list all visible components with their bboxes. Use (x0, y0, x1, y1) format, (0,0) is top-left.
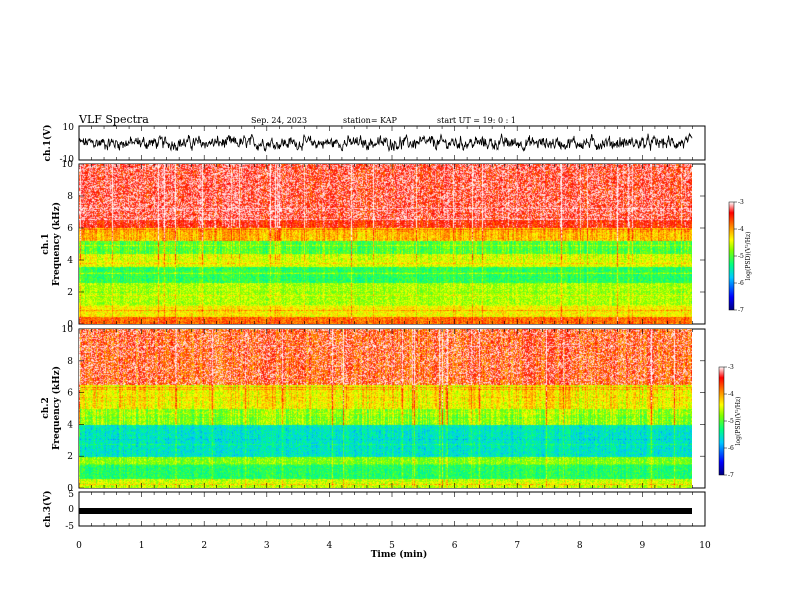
start-time-label: start UT = 19: 0 : 1 (437, 116, 516, 125)
y-tick-label: 4 (67, 256, 73, 266)
time-tick-label: 7 (514, 541, 520, 551)
ch3-ylabel: ch.3(V) (42, 491, 53, 528)
date-label: Sep. 24, 2023 (251, 116, 307, 125)
time-axis-title: Time (min) (371, 549, 428, 560)
ch2-spec-ylabel-line1: ch.2 (41, 397, 51, 418)
ch3-ytick-mid: 0 (68, 505, 74, 515)
time-tick-label: 10 (699, 541, 711, 551)
y-tick-label: 6 (67, 389, 73, 399)
time-tick-label: 2 (201, 541, 207, 551)
time-tick-label: 4 (327, 541, 333, 551)
y-tick-label: 0 (67, 484, 73, 494)
ch2-colorbar: -3 -4 -5 -6 -7 log(PSD)(V²/Hz) (718, 364, 742, 479)
colorbar-tick-label: -7 (728, 472, 734, 479)
station-label: station= KAP (343, 116, 398, 125)
time-tick-label: 6 (452, 541, 458, 551)
ch2-colorbar-scale (718, 366, 725, 476)
ch2-y-ticks: 0 2 4 6 8 10 (62, 325, 705, 494)
ch2-spec-x-ticks (78, 329, 706, 488)
y-tick-label: 10 (62, 325, 74, 335)
ch1-spec-ylabel-line1: ch.1 (41, 233, 51, 254)
colorbar-tick-label: -5 (738, 253, 744, 260)
ch1-colorbar-ticks: -3 -4 -5 -6 -7 (734, 199, 744, 314)
time-tick-label: 3 (264, 541, 270, 551)
ch1-x-ticks (78, 126, 706, 160)
colorbar-tick-label: -7 (738, 307, 744, 314)
colorbar-tick-label: -4 (738, 226, 744, 233)
colorbar-tick-label: -6 (728, 445, 734, 452)
ch3-waveform-line (79, 508, 692, 514)
ch3-waveform-panel: 5 0 -5 ch.3(V) 0 1 2 3 4 5 6 7 8 9 10 Time (min) (42, 490, 711, 560)
ch2-spectrogram-panel: 0 2 4 6 8 10 ch.2 Frequency (kHz) -3 -4 -5 -6 -7 … (41, 325, 742, 494)
y-tick-label: 2 (67, 452, 73, 462)
ch2-spec-ylabel: ch.2 Frequency (kHz) (41, 366, 62, 450)
ch1-colorbar-scale (728, 201, 735, 311)
y-tick-label: 6 (67, 224, 73, 234)
ch1-ytick-top: 10 (63, 123, 75, 133)
ch2-spec-ylabel-line2: Frequency (kHz) (51, 366, 62, 450)
ch1-spectrogram-image (79, 164, 692, 324)
figure-title: VLF Spectra (78, 113, 149, 126)
colorbar-tick-label: -5 (728, 418, 734, 425)
ch1-ylabel: ch.1(V) (42, 125, 53, 162)
time-tick-label: 0 (76, 541, 82, 551)
time-tick-label: 5 (389, 541, 395, 551)
colorbar-tick-label: -3 (738, 199, 744, 206)
ch1-y-ticks: 0 2 4 6 8 10 (62, 160, 705, 330)
y-tick-label: 4 (67, 420, 73, 430)
ch1-colorbar: -3 -4 -5 -6 -7 log(PSD)(V²/Hz) (728, 199, 752, 314)
ch3-x-ticks (78, 492, 706, 526)
time-axis-labels: 0 1 2 3 4 5 6 7 8 9 10 (76, 541, 711, 551)
time-tick-label: 9 (640, 541, 646, 551)
ch3-ytick-top: 5 (68, 490, 74, 500)
ch1-spectrogram-panel: 0 2 4 6 8 10 ch.1 Frequency (kHz) -3 -4 -5 -6 -7 … (41, 160, 752, 330)
ch2-spectrogram-image (79, 329, 692, 488)
ch1-spec-ylabel-line2: Frequency (kHz) (51, 202, 62, 286)
colorbar-tick-label: -4 (728, 391, 734, 398)
ch1-waveform-panel: 10 -10 ch.1(V) (42, 123, 706, 165)
ch3-ytick-bottom: -5 (65, 522, 74, 532)
ch1-ytick-bottom: -10 (60, 155, 75, 165)
y-tick-label: 0 (67, 320, 73, 330)
ch1-waveform-line (78, 132, 693, 153)
time-tick-label: 8 (577, 541, 583, 551)
ch1-colorbar-label: log(PSD)(V²/Hz) (745, 232, 752, 281)
ch1-spec-x-ticks (78, 164, 706, 324)
colorbar-tick-label: -6 (738, 280, 744, 287)
y-tick-label: 8 (67, 357, 73, 367)
time-tick-label: 1 (139, 541, 145, 551)
ch2-colorbar-ticks: -3 -4 -5 -6 -7 (724, 364, 734, 479)
ch2-colorbar-label: log(PSD)(V²/Hz) (735, 397, 742, 446)
y-tick-label: 2 (67, 288, 73, 298)
colorbar-tick-label: -3 (728, 364, 734, 371)
ch1-spec-ylabel: ch.1 Frequency (kHz) (41, 202, 62, 286)
y-tick-label: 10 (62, 160, 74, 170)
y-tick-label: 8 (67, 192, 73, 202)
